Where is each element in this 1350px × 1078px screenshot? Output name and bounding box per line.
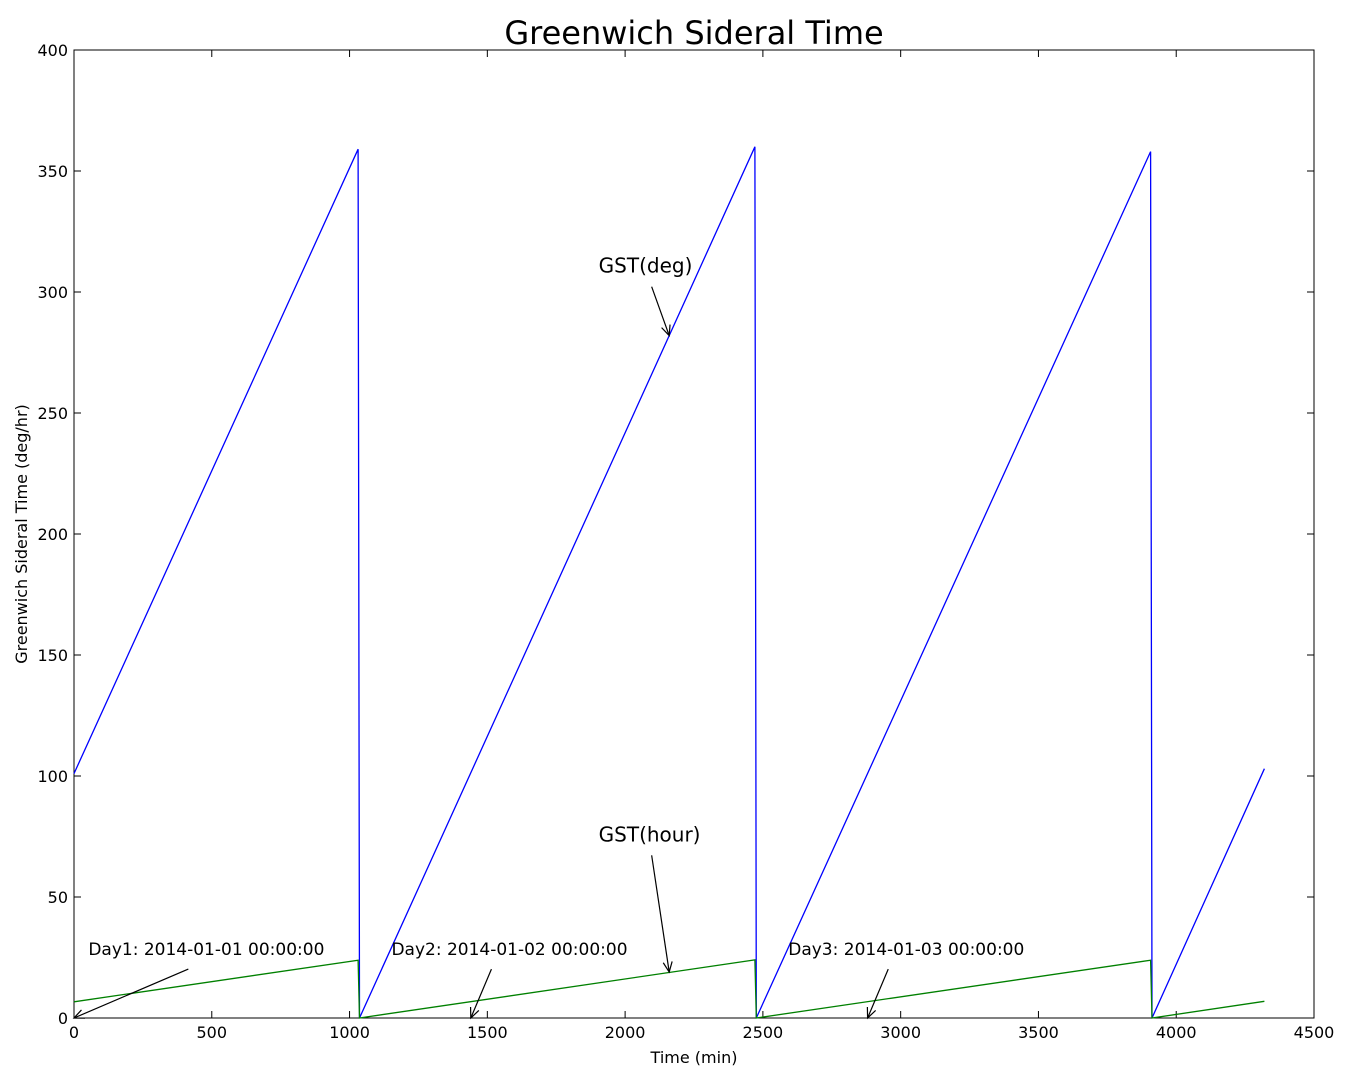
x-tick-label: 2000 — [605, 1023, 646, 1042]
chart-title: Greenwich Sideral Time — [504, 14, 883, 52]
y-tick-label: 200 — [37, 525, 68, 544]
x-tick-label: 0 — [69, 1023, 79, 1042]
plot-frame — [73, 49, 1315, 1019]
y-tick-label: 400 — [37, 41, 68, 60]
x-axis: 0 500 1000 1500 2000 2500 3000 3500 4000 4500 — [69, 50, 1334, 1042]
y-tick-label: 250 — [37, 404, 68, 423]
x-tick-label: 3000 — [880, 1023, 921, 1042]
y-tick-label: 150 — [37, 646, 68, 665]
annotation-arrowhead — [661, 324, 671, 337]
annotation-arrowhead — [866, 1006, 877, 1020]
y-axis: 0 50 100 150 200 250 300 350 400 — [37, 41, 1314, 1028]
annotation-arrowhead — [72, 1009, 86, 1019]
annotation-label: Day1: 2014-01-01 00:00:00 — [88, 940, 324, 960]
x-tick-label: 4500 — [1294, 1023, 1335, 1042]
annotation-arrow — [867, 968, 889, 1019]
annotation-label: Day3: 2014-01-03 00:00:00 — [788, 940, 1024, 960]
series-line-1 — [73, 959, 1265, 1019]
x-axis-label: Time (min) — [650, 1048, 738, 1067]
annotation-label: Day2: 2014-01-02 00:00:00 — [391, 940, 627, 960]
x-tick-label: 3500 — [1018, 1023, 1059, 1042]
y-tick-label: 100 — [37, 767, 68, 786]
x-tick-label: 1500 — [467, 1023, 508, 1042]
annotation-label: GST(hour) — [599, 822, 701, 846]
annotation-arrow — [651, 855, 670, 973]
annotation-arrow — [73, 968, 189, 1019]
annotation-arrow — [470, 968, 492, 1019]
y-tick-label: 300 — [37, 283, 68, 302]
annotation-layer: GST(deg) GST(hour) Day1: 2014-01-01 00:00:… — [72, 254, 1024, 1020]
x-tick-label: 4000 — [1156, 1023, 1197, 1042]
y-tick-label: 350 — [37, 162, 68, 181]
x-tick-label: 1000 — [329, 1023, 370, 1042]
y-axis-label: Greenwich Sideral Time (deg/hr) — [12, 404, 31, 664]
x-tick-label: 2500 — [743, 1023, 784, 1042]
series-layer — [73, 146, 1265, 1019]
annotation-arrow — [651, 286, 670, 336]
annotation-label: GST(deg) — [599, 254, 693, 278]
y-tick-label: 50 — [48, 888, 68, 907]
y-tick-label: 0 — [58, 1009, 68, 1028]
annotation-arrowhead — [469, 1006, 480, 1020]
annotation-arrowhead — [662, 961, 673, 974]
series-line-0 — [73, 146, 1265, 1019]
x-tick-label: 500 — [197, 1023, 228, 1042]
